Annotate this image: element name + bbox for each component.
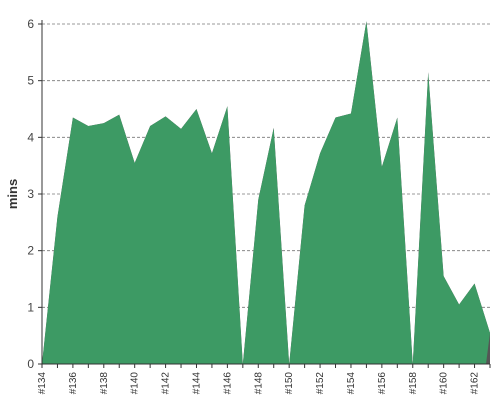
x-tick-label: #140 — [130, 372, 141, 395]
x-axis-ticks: #134 #136 #138 #140 #142 #144 #146 #148 #150 #152… — [37, 364, 491, 395]
x-tick-label: #136 — [68, 372, 79, 395]
x-tick-label: #162 — [470, 372, 481, 395]
x-tick-label: #138 — [99, 372, 110, 395]
x-tick-label: #152 — [315, 372, 326, 395]
series-area — [42, 21, 490, 365]
y-tick-label: 5 — [27, 74, 34, 88]
x-tick-label: #144 — [191, 372, 202, 395]
x-tick-label: #142 — [161, 372, 172, 395]
x-tick-label: #158 — [408, 372, 419, 395]
y-tick-label: 2 — [27, 244, 34, 258]
y-tick-label: 1 — [27, 300, 34, 314]
y-tick-label: 6 — [27, 17, 34, 31]
x-tick-label: #154 — [346, 372, 357, 395]
x-tick-label: #150 — [284, 372, 295, 395]
x-tick-label: #134 — [37, 372, 48, 395]
area-series — [42, 21, 490, 365]
y-tick-label: 0 — [27, 357, 34, 371]
y-tick-label: 3 — [27, 187, 34, 201]
x-tick-label: #156 — [377, 372, 388, 395]
x-tick-label: #148 — [253, 372, 264, 395]
y-axis-label: mins — [5, 179, 20, 209]
y-tick-label: 4 — [27, 130, 34, 144]
x-tick-label: #146 — [222, 372, 233, 395]
y-axis-ticks: 0 1 2 3 4 5 6 — [27, 17, 490, 371]
x-tick-label: #160 — [439, 372, 450, 395]
